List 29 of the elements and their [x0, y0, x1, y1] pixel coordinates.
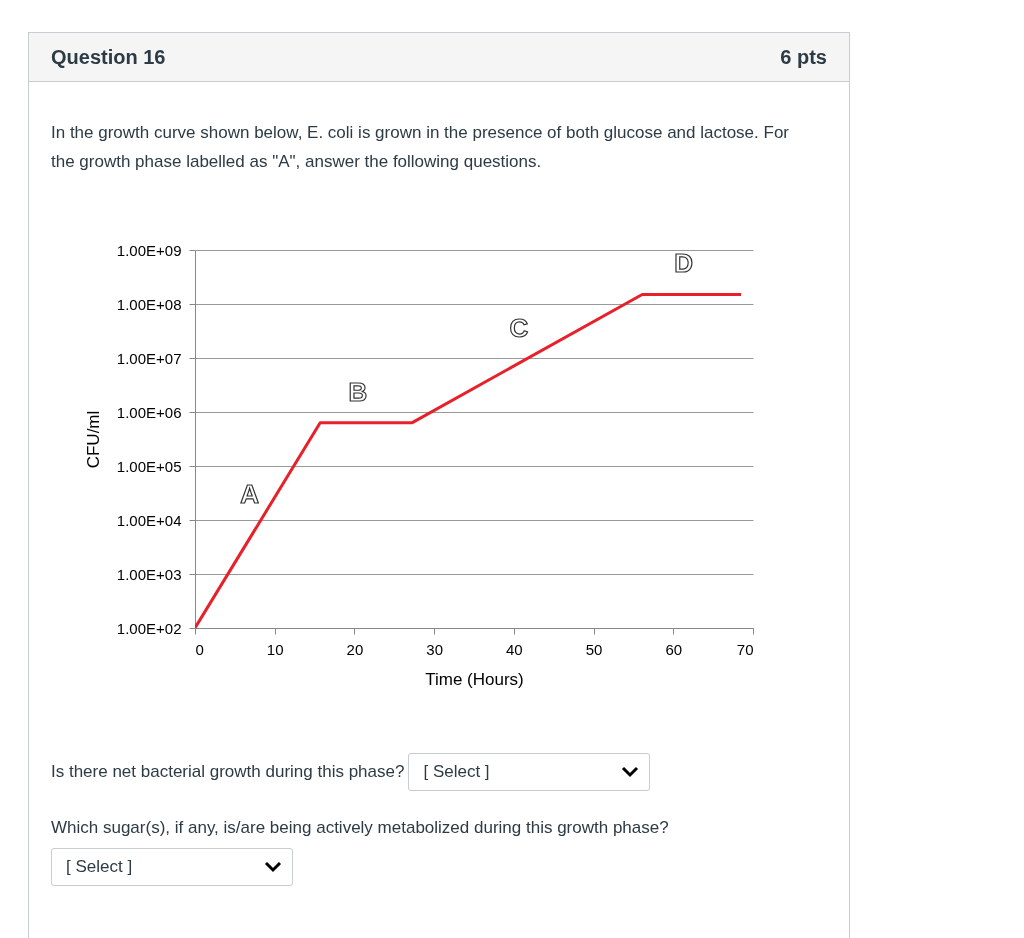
annotation: D — [674, 248, 694, 279]
x-tick-label: 20 — [346, 640, 364, 658]
x-tick-label: 10 — [266, 640, 284, 658]
y-tick-label: 1.00E+02 — [116, 619, 182, 637]
x-tick-label: 40 — [506, 640, 523, 658]
y-axis-title: CFU/ml — [83, 410, 103, 469]
y-tick-label: 1.00E+05 — [116, 457, 182, 475]
annotation: C — [509, 312, 529, 343]
text: Is there net bacterial growth during this phase? — [51, 762, 405, 782]
y-tick-label: 1.00E+07 — [116, 349, 182, 367]
x-tick-label: 70 — [736, 640, 754, 658]
y-tick-label: 1.00E+08 — [116, 295, 182, 313]
x-axis-title: Time (Hours) — [425, 669, 524, 689]
x-tick-label: 30 — [426, 640, 443, 658]
text: [ Select ] — [423, 762, 490, 782]
x-tick-label: 50 — [585, 640, 603, 658]
x-tick-label: 60 — [665, 640, 683, 658]
y-tick-label: 1.00E+04 — [116, 511, 182, 529]
y-tick-label: 1.00E+06 — [116, 403, 182, 421]
x-tick-label: 0 — [195, 640, 204, 658]
annotation: B — [348, 376, 368, 407]
chart-subtitle: In the growth curve shown below, E. coli is grown in the presence of both glucose and lactose. For the growth phase labelled as "A", answer the following questions. — [51, 122, 791, 173]
y-tick-label: 1.00E+03 — [116, 565, 182, 583]
annotation: A — [240, 479, 260, 510]
chart-title: Question 16 — [51, 45, 166, 69]
y-tick-label: 1.00E+09 — [116, 241, 182, 259]
text: Which sugar(s), if any, is/are being actively metabolized during this growth phase? — [51, 818, 669, 838]
text: [ Select ] — [66, 857, 133, 877]
text: 6 pts — [780, 45, 827, 69]
